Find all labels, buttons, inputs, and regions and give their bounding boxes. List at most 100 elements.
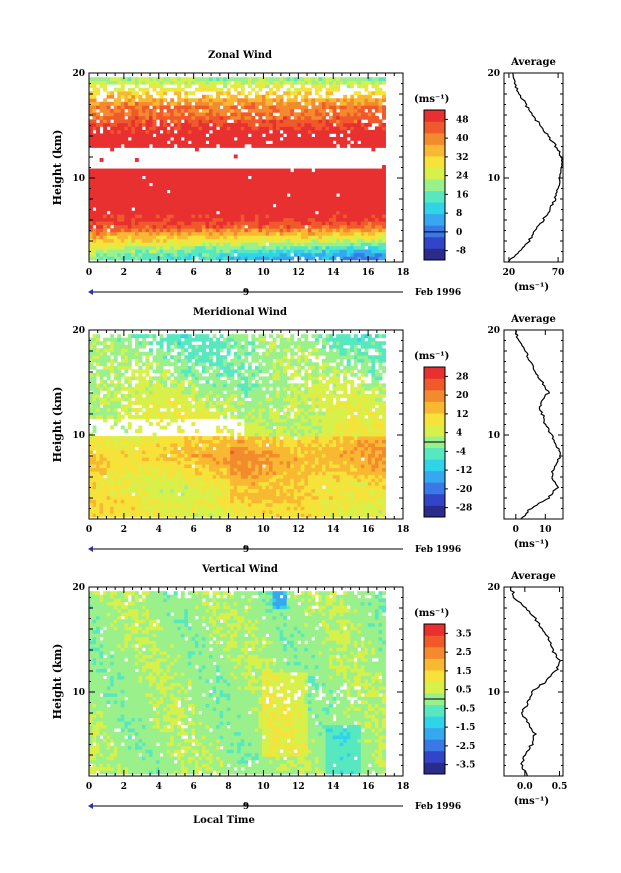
heatmap-cell	[124, 492, 129, 497]
heatmap-cell	[124, 245, 129, 250]
heatmap-cell	[247, 210, 252, 215]
heatmap-cell	[244, 115, 249, 120]
heatmap-cell	[166, 214, 171, 219]
heatmap-cell	[325, 182, 330, 187]
heatmap-cell	[194, 172, 199, 176]
heatmap-cell	[99, 450, 104, 455]
heatmap-cell	[205, 115, 210, 120]
heatmap-cell	[145, 256, 150, 261]
heatmap-cell	[89, 365, 93, 370]
heatmap-cell	[314, 119, 319, 124]
heatmap-cell	[156, 393, 161, 398]
heatmap-cell	[360, 94, 365, 99]
heatmap-cell	[216, 200, 221, 205]
heatmap-cell	[149, 443, 153, 448]
heatmap-cell	[134, 179, 139, 183]
heatmap-cell	[113, 101, 118, 106]
heatmap-cell	[212, 179, 217, 183]
heatmap-cell	[346, 214, 351, 219]
heatmap-cell	[247, 105, 252, 110]
heatmap-cell	[120, 200, 125, 205]
heatmap-cell	[173, 407, 178, 412]
heatmap-cell	[279, 112, 284, 117]
heatmap-cell	[269, 112, 273, 117]
x-tick-label: 0	[86, 268, 92, 278]
heatmap-cell	[304, 101, 309, 106]
heatmap-cell	[194, 126, 199, 131]
heatmap-cell	[350, 80, 355, 85]
heatmap-cell	[201, 242, 206, 247]
heatmap-cell	[307, 231, 312, 236]
heatmap-cell	[209, 256, 213, 261]
heatmap-cell	[134, 91, 139, 96]
heatmap-cell	[96, 393, 100, 398]
heatmap-cell	[110, 492, 115, 497]
heatmap-cell	[170, 460, 175, 465]
heatmap-cell	[230, 105, 235, 110]
heatmap-cell	[297, 168, 302, 173]
heatmap-cell	[258, 84, 263, 89]
heatmap-cell	[177, 411, 182, 416]
heatmap-cell	[149, 407, 153, 412]
heatmap-cell	[131, 238, 136, 243]
heatmap-cell	[113, 351, 118, 356]
heatmap-cell	[329, 101, 333, 106]
heatmap-cell	[374, 143, 379, 148]
heatmap-cell	[258, 196, 263, 201]
heatmap-cell	[226, 122, 231, 127]
heatmap-cell	[230, 196, 235, 201]
heatmap-cell	[290, 133, 295, 138]
heatmap-cell	[205, 129, 210, 134]
heatmap-cell	[120, 393, 125, 398]
heatmap-cell	[166, 196, 171, 201]
heatmap-cell	[367, 217, 372, 222]
heatmap-cell	[110, 446, 115, 451]
heatmap-cell	[307, 203, 312, 208]
heatmap-cell	[293, 245, 298, 250]
heatmap-cell	[159, 376, 164, 381]
heatmap-cell	[145, 446, 150, 451]
heatmap-cell	[127, 509, 132, 514]
heatmap-cell	[145, 210, 150, 215]
heatmap-cell	[251, 214, 256, 219]
heatmap-cell	[216, 179, 221, 183]
heatmap-cell	[149, 115, 153, 120]
heatmap-cell	[92, 415, 97, 419]
colorbar-tick-label: 48	[456, 115, 469, 125]
heatmap-cell	[191, 136, 196, 141]
heatmap-cell	[113, 193, 118, 198]
heatmap-cell	[117, 471, 122, 476]
heatmap-cell	[265, 175, 270, 180]
heatmap-cell	[216, 168, 221, 173]
heatmap-cell	[279, 140, 284, 145]
heatmap-cell	[145, 404, 150, 409]
heatmap-cell	[180, 115, 185, 120]
heatmap-cell	[276, 87, 281, 92]
heatmap-cell	[223, 108, 228, 113]
heatmap-cell	[353, 217, 358, 222]
heatmap-cell	[170, 453, 175, 458]
heatmap-cell	[307, 87, 312, 92]
heatmap-cell	[187, 238, 192, 243]
heatmap-cell	[318, 77, 323, 82]
heatmap-cell	[166, 207, 171, 212]
heatmap-cell	[96, 87, 100, 92]
heatmap-cell	[297, 214, 302, 219]
heatmap-cell	[339, 119, 344, 124]
heatmap-cell	[187, 122, 192, 127]
heatmap-cell	[159, 182, 164, 187]
heatmap-cell	[261, 231, 266, 236]
heatmap-cell	[156, 436, 161, 440]
heatmap-cell	[233, 98, 238, 103]
heatmap-cell	[92, 436, 97, 440]
heatmap-cell	[336, 179, 341, 183]
heatmap-cell	[99, 411, 104, 416]
heatmap-cell	[170, 400, 175, 405]
heatmap-cell	[283, 189, 288, 194]
heatmap-cell	[219, 101, 224, 106]
heatmap-cell	[258, 115, 263, 120]
heatmap-cell	[378, 224, 383, 229]
heatmap-cell	[99, 513, 104, 518]
heatmap-cell	[332, 217, 337, 222]
heatmap-cell	[247, 108, 252, 113]
